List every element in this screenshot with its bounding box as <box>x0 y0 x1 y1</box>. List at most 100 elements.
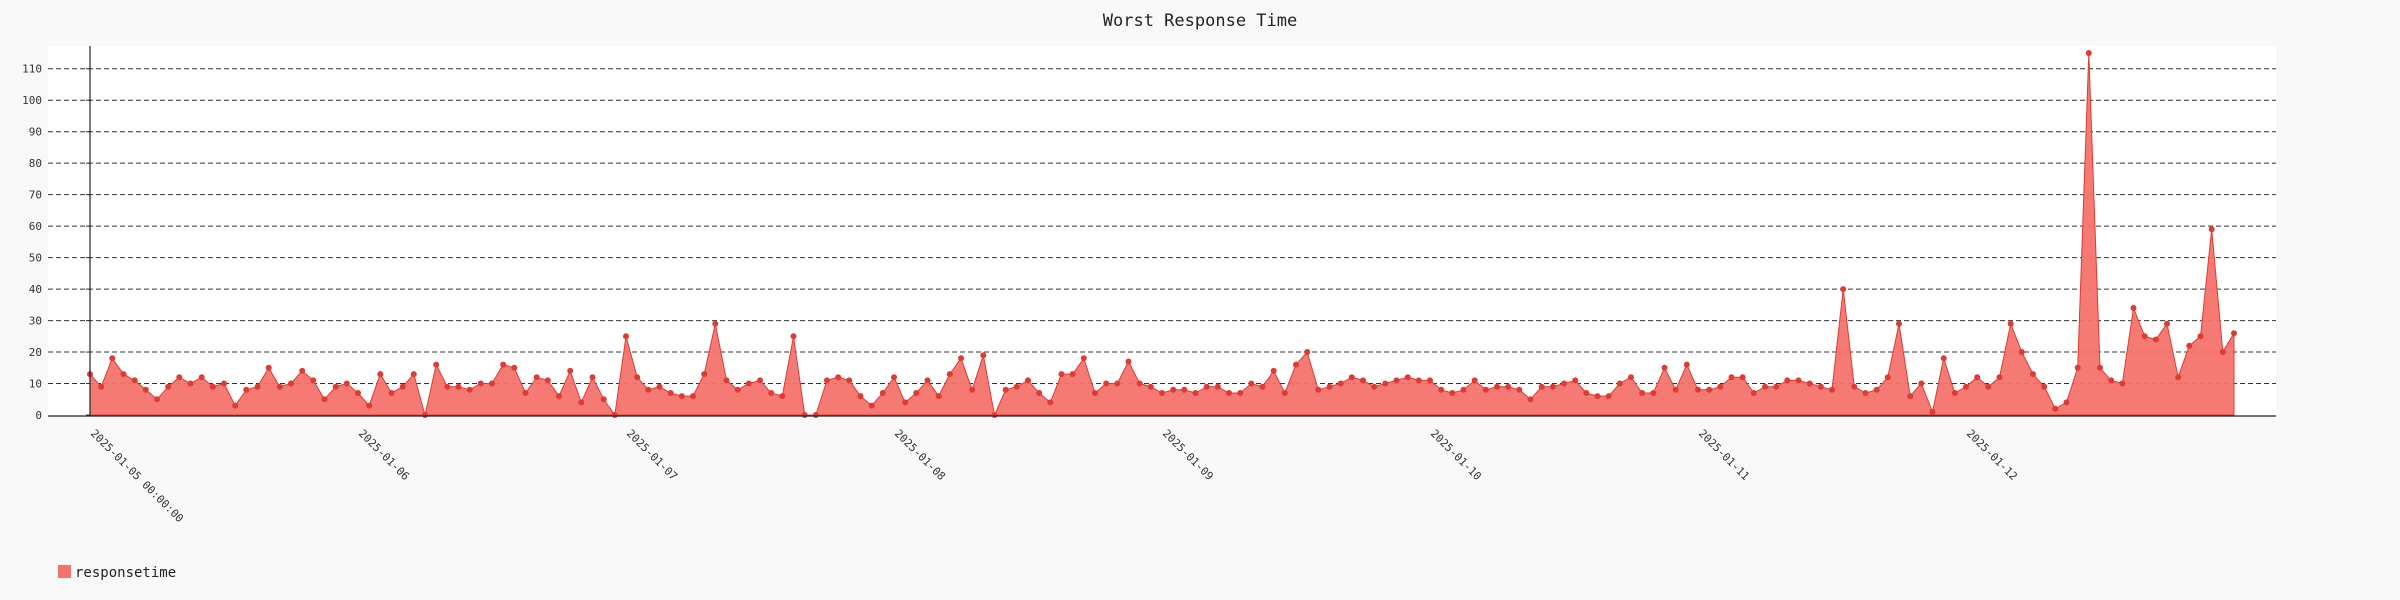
data-point-143 <box>1683 361 1690 368</box>
data-point-146 <box>1717 383 1724 390</box>
data-point-74 <box>913 390 920 396</box>
data-point-114 <box>1360 377 1366 384</box>
data-point-9 <box>187 380 194 387</box>
data-point-108 <box>1293 361 1299 368</box>
x-tick-label-7: 2025-01-12 <box>1964 427 2020 483</box>
data-point-50 <box>645 386 652 393</box>
data-point-51 <box>656 383 663 390</box>
x-tick-label-5: 2025-01-10 <box>1428 427 1484 483</box>
data-point-161 <box>1884 374 1891 381</box>
data-point-20 <box>310 377 317 384</box>
legend[interactable]: responsetime <box>58 565 176 581</box>
data-point-156 <box>1829 386 1835 393</box>
data-point-149 <box>1750 390 1757 396</box>
data-point-79 <box>969 386 976 393</box>
data-point-41 <box>544 377 551 384</box>
data-point-155 <box>1817 383 1824 390</box>
data-point-116 <box>1382 380 1389 387</box>
data-point-19 <box>299 367 306 374</box>
data-point-166 <box>1940 355 1947 362</box>
data-point-97 <box>1170 386 1177 393</box>
data-point-17 <box>276 383 283 390</box>
data-point-33 <box>455 383 462 390</box>
data-point-165 <box>1929 408 1936 415</box>
y-tick-label-90: 90 <box>29 126 42 139</box>
data-point-53 <box>678 393 685 400</box>
data-point-111 <box>1326 383 1333 390</box>
data-point-180 <box>2097 364 2103 371</box>
data-point-132 <box>1561 380 1567 387</box>
data-point-107 <box>1281 390 1288 396</box>
data-point-76 <box>935 393 942 400</box>
data-point-73 <box>902 399 909 406</box>
data-point-6 <box>154 396 160 403</box>
data-point-12 <box>221 380 227 387</box>
data-point-8 <box>176 374 183 381</box>
data-point-170 <box>1985 383 1992 390</box>
data-point-92 <box>1114 380 1121 387</box>
data-point-15 <box>254 383 261 390</box>
data-point-148 <box>1739 374 1746 381</box>
data-point-71 <box>879 390 886 396</box>
data-point-45 <box>589 374 596 381</box>
plot-area <box>48 46 2276 416</box>
data-point-173 <box>2018 349 2025 355</box>
data-point-160 <box>1873 386 1880 393</box>
data-point-99 <box>1192 390 1199 396</box>
data-point-109 <box>1304 349 1311 355</box>
data-point-54 <box>690 393 696 400</box>
data-point-172 <box>2007 320 2014 327</box>
data-point-87 <box>1058 371 1065 378</box>
data-point-3 <box>120 371 127 378</box>
data-point-183 <box>2130 305 2137 311</box>
data-point-52 <box>667 390 674 396</box>
y-tick-label-70: 70 <box>29 189 42 202</box>
data-point-159 <box>1862 390 1869 396</box>
data-point-30 <box>422 412 428 418</box>
legend-swatch <box>58 565 71 578</box>
data-point-102 <box>1226 390 1232 396</box>
data-point-82 <box>1002 386 1009 393</box>
x-tick-label-0: 2025-01-05 00:00:00 <box>88 427 186 525</box>
data-point-62 <box>779 393 786 400</box>
data-point-80 <box>980 352 987 359</box>
data-point-178 <box>2074 364 2081 371</box>
data-point-91 <box>1103 380 1110 387</box>
data-point-152 <box>1784 377 1791 384</box>
data-point-144 <box>1695 386 1701 393</box>
data-point-181 <box>2108 377 2115 384</box>
data-point-34 <box>466 386 473 393</box>
data-point-96 <box>1159 390 1165 396</box>
data-point-43 <box>567 367 574 374</box>
data-point-5 <box>142 386 149 393</box>
data-point-60 <box>757 377 763 384</box>
data-point-110 <box>1315 386 1322 393</box>
data-point-141 <box>1661 364 1668 371</box>
data-point-171 <box>1996 374 2003 381</box>
data-point-58 <box>734 386 741 393</box>
data-point-145 <box>1706 386 1713 393</box>
data-point-77 <box>946 371 953 378</box>
y-tick-label-40: 40 <box>29 283 42 296</box>
data-point-184 <box>2141 333 2148 340</box>
data-point-138 <box>1628 374 1634 381</box>
data-point-18 <box>288 380 294 387</box>
data-point-65 <box>812 412 819 418</box>
data-point-68 <box>846 377 853 384</box>
legend-label: responsetime <box>75 565 176 581</box>
data-point-137 <box>1616 380 1623 387</box>
data-point-86 <box>1047 399 1054 406</box>
data-point-98 <box>1181 386 1188 393</box>
data-point-179 <box>2085 50 2092 56</box>
data-point-61 <box>768 390 775 396</box>
y-tick-label-110: 110 <box>22 63 42 76</box>
y-tick-label-50: 50 <box>29 252 42 265</box>
data-point-106 <box>1270 367 1277 374</box>
data-point-55 <box>701 371 708 378</box>
data-point-139 <box>1639 390 1646 396</box>
data-point-118 <box>1404 374 1411 381</box>
data-point-95 <box>1147 383 1154 390</box>
data-point-126 <box>1494 383 1500 390</box>
data-point-158 <box>1851 383 1858 390</box>
